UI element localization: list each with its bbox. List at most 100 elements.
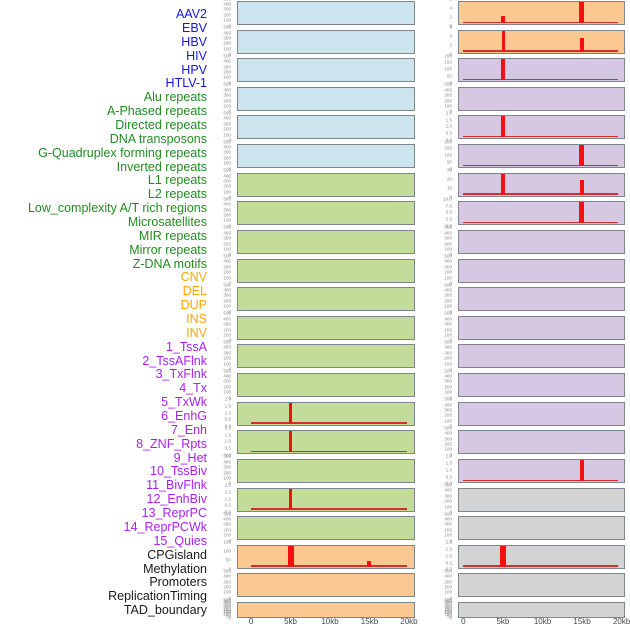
- plot-box: [237, 58, 415, 83]
- y-tick-label: 400: [223, 316, 231, 322]
- y-tick-label: 200: [223, 384, 231, 390]
- y-tick-label: 400: [223, 1, 231, 7]
- y-tick-label: 500: [223, 167, 231, 173]
- row-label: HIV: [186, 48, 207, 63]
- plot-box: [237, 401, 415, 426]
- row-label: AAV2: [175, 7, 207, 22]
- y-tick-label: 500: [223, 53, 231, 59]
- y-tick-label: 200: [223, 98, 231, 104]
- y-tick-label: 0: [228, 538, 231, 544]
- y-tick-label: 2.0: [224, 396, 231, 402]
- y-tick-label: 450: [444, 599, 452, 605]
- y-tick-label: 400: [444, 287, 452, 293]
- signal-baseline: [462, 193, 619, 195]
- signal-peak: [579, 145, 585, 167]
- signal-baseline: [250, 565, 407, 567]
- signal-baseline: [462, 78, 619, 81]
- y-tick-label: 1.5: [445, 546, 452, 552]
- y-tick-label: 100: [444, 590, 452, 596]
- y-tick-label: 200: [444, 527, 452, 533]
- y-tick-label: 10.0: [443, 196, 452, 202]
- y-tick-label: 400: [444, 516, 452, 522]
- y-tick-label: 6: [449, 24, 452, 30]
- y-tick-label: 0: [228, 280, 231, 286]
- row-label: 8_ZNF_Rpts: [136, 436, 207, 451]
- y-tick-label: 2: [449, 42, 452, 48]
- y-tick-label: 200: [444, 384, 452, 390]
- y-axis-ticks: 6 4 2 0: [426, 24, 454, 56]
- row-label: DNA transposons: [109, 131, 207, 146]
- plot-box: [237, 602, 415, 618]
- x-tick-label: 0: [248, 617, 254, 626]
- y-tick-label: 250: [444, 606, 452, 612]
- y-tick-label: 30: [446, 167, 452, 173]
- signal-baseline: [462, 565, 619, 567]
- row-label: Promoters: [149, 575, 207, 590]
- row-label: DEL: [182, 284, 207, 299]
- y-tick-label: 0.0: [224, 509, 231, 515]
- y-tick-label: 150: [223, 539, 231, 545]
- signal-peak: [501, 16, 506, 23]
- y-tick-label: 100: [444, 303, 452, 309]
- y-tick-label: 100: [444, 152, 452, 158]
- y-tick-label: 200: [444, 441, 452, 447]
- x-tick-label: 15kb: [360, 617, 379, 626]
- y-tick-label: 300: [223, 321, 231, 327]
- y-tick-label: 400: [223, 87, 231, 93]
- y-tick-label: 400: [223, 116, 231, 122]
- y-tick-label: 0: [228, 51, 231, 57]
- y-tick-label: 500: [444, 425, 452, 431]
- signal-peak: [500, 545, 507, 567]
- y-tick-label: 500: [223, 282, 231, 288]
- plot-box: [458, 401, 625, 426]
- plot-box: [458, 201, 625, 226]
- y-tick-label: 0: [449, 366, 452, 372]
- y-tick-label: 50: [446, 613, 452, 619]
- row-label: Alu repeats: [143, 90, 207, 105]
- y-tick-label: 100: [223, 246, 231, 252]
- signal-baseline: [462, 221, 619, 224]
- y-tick-label: 400: [223, 516, 231, 522]
- y-axis-ticks: 2.0 1.5 1.0 0.5 0.0: [205, 483, 233, 515]
- y-tick-label: 500: [223, 568, 231, 574]
- y-tick-label: 200: [223, 527, 231, 533]
- y-tick-label: 100: [223, 332, 231, 338]
- y-tick-label: 50: [446, 73, 452, 79]
- y-tick-label: 450: [223, 599, 231, 605]
- y-tick-label: 0: [228, 109, 231, 115]
- plot-box: [458, 315, 625, 340]
- signal-baseline: [462, 164, 619, 167]
- plot-box: [458, 29, 625, 54]
- y-tick-label: 300: [223, 604, 231, 610]
- y-tick-label: 100: [223, 275, 231, 281]
- plot-box: [458, 487, 625, 512]
- row-label: 10_TssBiv: [150, 464, 207, 479]
- plot-box: [237, 516, 415, 541]
- y-tick-label: 0.0: [224, 423, 231, 429]
- plot-box: [237, 86, 415, 111]
- signal-baseline: [462, 21, 619, 23]
- y-tick-label: 0: [449, 395, 452, 401]
- y-tick-label: 0: [449, 280, 452, 286]
- y-tick-label: 100: [223, 17, 231, 23]
- y-tick-label: 500: [223, 0, 231, 2]
- y-tick-label: 500: [223, 511, 231, 517]
- y-tick-label: 100: [444, 246, 452, 252]
- y-tick-label: 200: [223, 69, 231, 75]
- y-tick-label: 500: [444, 568, 452, 574]
- y-tick-label: 400: [444, 345, 452, 351]
- plot-box: [237, 344, 415, 369]
- y-tick-label: 100: [444, 418, 452, 424]
- row-label: DUP: [180, 298, 207, 313]
- row-label: G-Quadruplex forming repeats: [38, 145, 207, 160]
- y-axis-ticks: 150 100 50 0: [205, 539, 233, 571]
- plot-box: [458, 115, 625, 140]
- row-label: 14_ReprPCWk: [123, 519, 207, 534]
